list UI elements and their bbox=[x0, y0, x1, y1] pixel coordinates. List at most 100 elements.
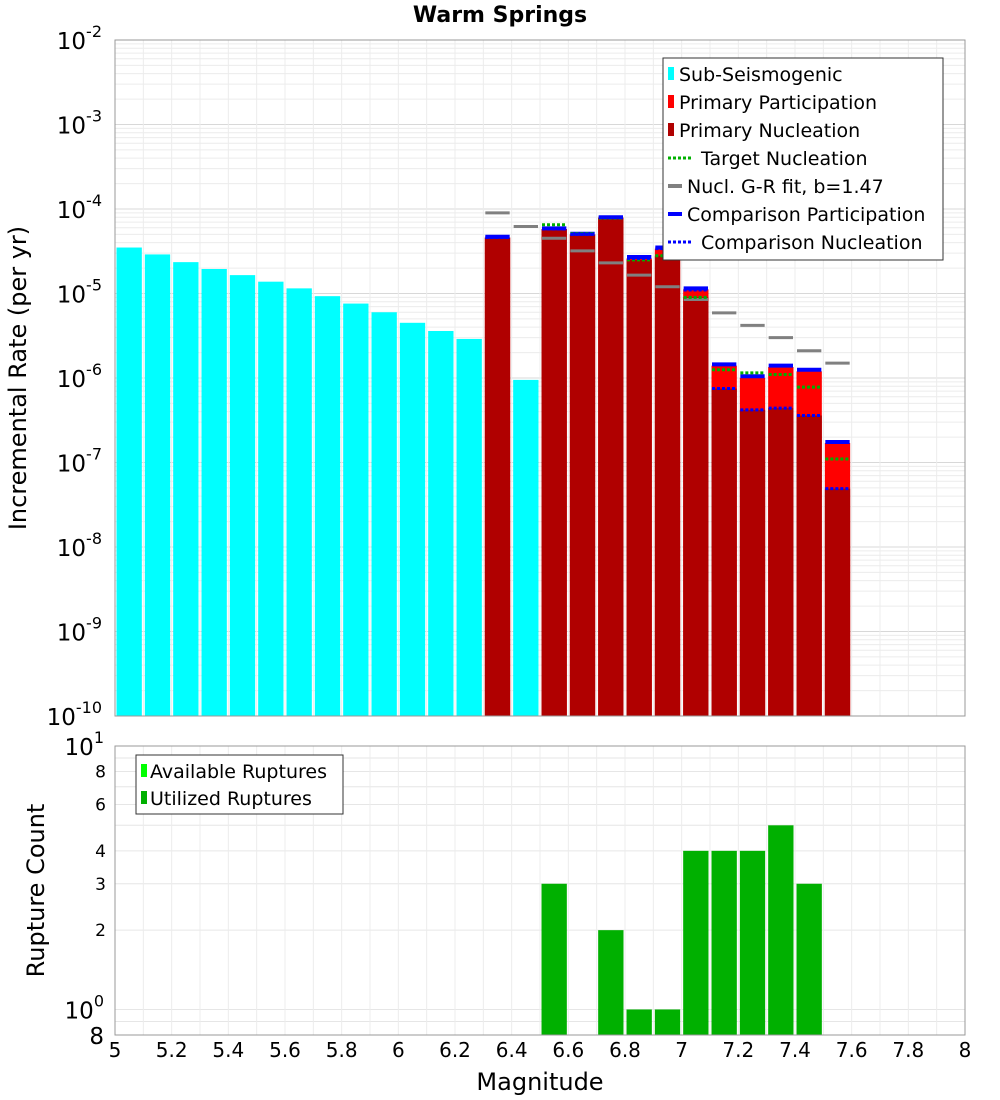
utilized-ruptures-bar bbox=[654, 1009, 681, 1035]
legend-item-primary-participation: Primary Participation bbox=[668, 92, 877, 114]
x-tick-label: 6.4 bbox=[496, 1038, 528, 1062]
utilized-ruptures-bar bbox=[626, 1009, 652, 1035]
x-tick-label: 7.6 bbox=[836, 1038, 868, 1062]
y-tick-label: 101 bbox=[65, 728, 104, 761]
legend-label: Utilized Ruptures bbox=[150, 788, 312, 810]
count-grid bbox=[114, 745, 966, 1036]
primary-nucleation-bar bbox=[541, 228, 567, 716]
y-tick-label: 8 bbox=[95, 763, 106, 783]
y-tick-label: 10-2 bbox=[57, 22, 102, 55]
x-tick-label: 7.4 bbox=[779, 1038, 811, 1062]
y-tick-label: 10-5 bbox=[57, 276, 102, 309]
utilized-ruptures-bar bbox=[683, 850, 709, 1035]
x-tick-label: 5 bbox=[109, 1038, 122, 1062]
x-tick-label: 5.4 bbox=[212, 1038, 244, 1062]
x-axis-label: Magnitude bbox=[476, 1068, 603, 1096]
sub-seismogenic-bar bbox=[201, 268, 227, 716]
sub-seismogenic-bar bbox=[371, 312, 397, 716]
utilized-ruptures-bar bbox=[711, 850, 737, 1035]
x-tick-label: 8 bbox=[959, 1038, 972, 1062]
x-tick-label: 7 bbox=[675, 1038, 688, 1062]
primary-nucleation-bar bbox=[626, 259, 652, 716]
sub-seismogenic-bar bbox=[144, 254, 171, 716]
y-tick-label: 4 bbox=[95, 842, 106, 862]
y-tick-label: 8 bbox=[89, 1024, 104, 1050]
x-tick-label: 6.6 bbox=[552, 1038, 584, 1062]
primary-nucleation-bar bbox=[598, 217, 624, 716]
y-tick-label: 10-4 bbox=[57, 191, 102, 224]
primary-nucleation-bar bbox=[796, 415, 822, 716]
legend-item-target-nucleation: Target Nucleation bbox=[668, 148, 868, 170]
primary-nucleation-bar bbox=[484, 237, 511, 717]
y-tick-label: 2 bbox=[95, 921, 106, 941]
utilized-ruptures-bar bbox=[541, 883, 567, 1035]
y-tick-label: 10-9 bbox=[57, 614, 102, 647]
sub-seismogenic-bar bbox=[314, 296, 341, 716]
utilized-ruptures-bar bbox=[796, 883, 822, 1035]
legend-item-available-ruptures: Available Ruptures bbox=[141, 761, 327, 783]
x-tick-label: 6 bbox=[392, 1038, 405, 1062]
utilized-ruptures-bar bbox=[768, 825, 794, 1035]
legend-label: Nucl. G-R fit, b=1.47 bbox=[687, 176, 884, 198]
y-tick-label: 6 bbox=[95, 795, 106, 815]
sub-seismogenic-bar bbox=[173, 262, 199, 716]
sub-seismogenic-bar bbox=[399, 322, 426, 716]
primary-nucleation-bar bbox=[711, 388, 737, 716]
legend-box bbox=[662, 57, 944, 261]
legend-label: Comparison Participation bbox=[687, 204, 925, 226]
legend-label: Target Nucleation bbox=[700, 148, 868, 170]
legend-swatch bbox=[141, 764, 147, 777]
sub-seismogenic-bar bbox=[116, 247, 142, 716]
primary-nucleation-bar bbox=[739, 409, 766, 716]
legend-item-sub-seismogenic: Sub-Seismogenic bbox=[668, 64, 843, 86]
y-tick-label: 10-7 bbox=[57, 445, 102, 478]
x-tick-label: 5.2 bbox=[156, 1038, 188, 1062]
sub-seismogenic-bar bbox=[258, 281, 284, 716]
legend-item-nucl-g-r-fit-b-1-47: Nucl. G-R fit, b=1.47 bbox=[668, 176, 884, 198]
legend-swatch bbox=[141, 791, 147, 804]
legend-swatch bbox=[668, 123, 674, 136]
primary-nucleation-bar bbox=[824, 488, 851, 716]
legend-label: Primary Nucleation bbox=[679, 120, 860, 142]
primary-nucleation-bar bbox=[683, 297, 709, 716]
x-tick-label: 7.2 bbox=[722, 1038, 754, 1062]
rate-y-axis-label: Incremental Rate (per yr) bbox=[4, 226, 32, 530]
x-tick-label: 7.8 bbox=[892, 1038, 924, 1062]
y-tick-label: 10-10 bbox=[47, 698, 102, 731]
primary-nucleation-bar bbox=[569, 234, 596, 717]
sub-seismogenic-bar bbox=[343, 303, 369, 716]
x-tick-label: 6.8 bbox=[609, 1038, 641, 1062]
utilized-ruptures-bar bbox=[598, 930, 624, 1035]
legend-label: Comparison Nucleation bbox=[701, 232, 923, 254]
y-tick-label: 10-3 bbox=[57, 107, 102, 140]
sub-seismogenic-bar bbox=[229, 275, 256, 716]
x-tick-label: 6.2 bbox=[439, 1038, 471, 1062]
rate-y-ticks: 10-2 10-3 10-4 10-5 10-6 10-7 10-8 10-9 10-10 bbox=[47, 22, 102, 731]
count-bars bbox=[541, 825, 822, 1035]
chart-title: Warm Springs bbox=[413, 3, 587, 28]
legend-swatch bbox=[668, 67, 674, 80]
y-tick-label: 3 bbox=[95, 875, 106, 895]
legend-label: Primary Participation bbox=[679, 92, 877, 114]
primary-nucleation-bar bbox=[768, 408, 794, 716]
legend-swatch bbox=[668, 95, 674, 108]
sub-seismogenic-bar bbox=[513, 379, 539, 716]
x-tick-label: 5.6 bbox=[269, 1038, 301, 1062]
count-legend: Available Ruptures Utilized Ruptures bbox=[135, 754, 344, 815]
legend-label: Sub-Seismogenic bbox=[679, 64, 843, 86]
y-tick-label: 10-8 bbox=[57, 529, 102, 562]
legend-label: Available Ruptures bbox=[150, 761, 327, 783]
count-y-axis-label: Rupture Count bbox=[22, 804, 50, 978]
y-tick-label: 100 bbox=[65, 991, 104, 1024]
legend-item-primary-nucleation: Primary Nucleation bbox=[668, 120, 860, 142]
magnitude-x-ticks: 5 5.2 5.4 5.6 5.8 6 6.2 6.4 6.6 6.8 7 7.2 7.4 7.6 7.8 8 bbox=[109, 1038, 972, 1062]
sub-seismogenic-bar bbox=[456, 338, 482, 716]
rate-bars bbox=[116, 217, 851, 717]
primary-nucleation-bar bbox=[654, 255, 681, 716]
x-tick-label: 5.8 bbox=[326, 1038, 358, 1062]
legend-item-comparison-nucleation: Comparison Nucleation bbox=[668, 232, 923, 254]
sub-seismogenic-bar bbox=[428, 330, 454, 716]
legend-item-utilized-ruptures: Utilized Ruptures bbox=[141, 788, 312, 810]
